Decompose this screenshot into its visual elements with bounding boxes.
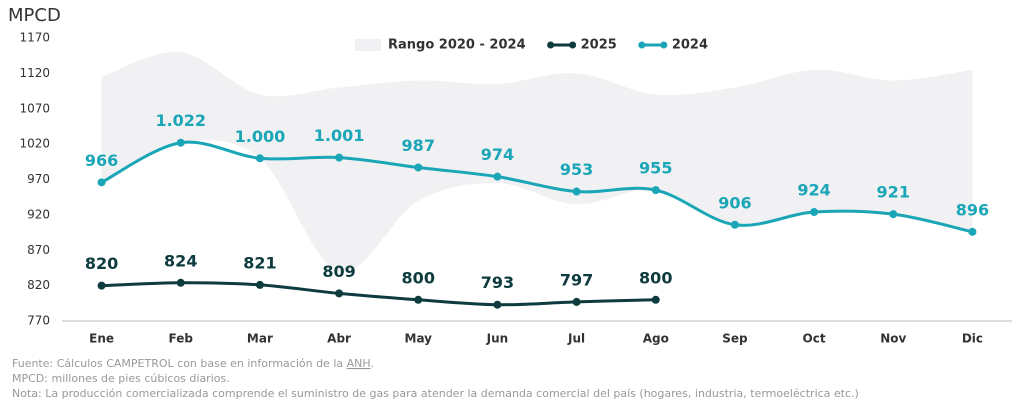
legend-label: 2024 <box>672 38 708 53</box>
point <box>414 295 423 304</box>
legend-swatch <box>569 41 577 49</box>
data-label: 809 <box>322 262 355 281</box>
data-label: 924 <box>797 181 830 200</box>
data-label: 821 <box>243 253 276 272</box>
legend-label: Rango 2020 - 2024 <box>388 38 526 53</box>
y-tick-label: 920 <box>27 207 50 221</box>
point <box>810 208 819 217</box>
y-tick-label: 970 <box>27 172 50 186</box>
data-label: 974 <box>481 145 514 164</box>
point <box>97 281 106 290</box>
series-line <box>100 140 973 234</box>
legend-swatch <box>660 41 668 49</box>
range-area <box>101 51 973 273</box>
point <box>730 220 739 229</box>
data-label: 793 <box>481 273 514 292</box>
x-tick-label: Mar <box>247 332 273 346</box>
data-label: 987 <box>402 136 435 155</box>
series-line <box>101 281 656 307</box>
data-label: 955 <box>639 159 672 178</box>
x-tick-label: Sep <box>722 332 748 346</box>
y-tick-label: 1020 <box>19 137 50 151</box>
point <box>572 187 581 196</box>
point <box>572 297 581 306</box>
x-tick-label: Ago <box>643 332 669 346</box>
x-tick-label: Oct <box>803 332 826 346</box>
x-tick-label: Jul <box>567 332 585 346</box>
point <box>335 153 344 162</box>
point <box>97 178 106 187</box>
point <box>255 280 264 289</box>
point <box>335 289 344 298</box>
y-tick-label: 1120 <box>19 66 50 80</box>
chart-title: MPCD <box>8 5 61 26</box>
y-tick-label: 820 <box>27 278 50 292</box>
x-tick-label: May <box>405 332 433 346</box>
point <box>493 300 502 309</box>
source: Fuente: Cálculos CAMPETROL con base en i… <box>12 357 347 370</box>
footnote: Fuente: Cálculos CAMPETROL con base en i… <box>12 357 374 370</box>
y-tick-label: 870 <box>27 243 50 257</box>
point <box>176 138 185 147</box>
point <box>493 172 502 181</box>
y-tick-label: 1070 <box>19 101 50 115</box>
data-label: 800 <box>402 268 435 287</box>
footnote: Nota: La producción comercializada compr… <box>12 387 859 400</box>
legend-swatch <box>638 41 646 49</box>
data-label: 1.001 <box>314 126 365 145</box>
legend-swatch <box>547 41 555 49</box>
data-label: 820 <box>85 254 118 273</box>
data-label: 1.022 <box>155 111 206 130</box>
point <box>414 163 423 172</box>
x-tick-label: Feb <box>169 332 194 346</box>
x-tick-label: Abr <box>327 332 351 346</box>
data-label: 1.000 <box>235 127 286 146</box>
data-label: 906 <box>718 193 751 212</box>
y-tick-label: 770 <box>27 314 50 328</box>
point <box>651 295 660 304</box>
data-label: 896 <box>956 200 989 219</box>
legend-swatch <box>355 39 381 51</box>
data-label: 800 <box>639 268 672 287</box>
source-link: ANH <box>347 357 371 370</box>
data-label: 953 <box>560 160 593 179</box>
data-label: 966 <box>85 151 118 170</box>
point <box>651 186 660 195</box>
data-label: 824 <box>164 251 197 270</box>
point <box>255 154 264 163</box>
point <box>176 278 185 287</box>
data-label: 921 <box>877 183 910 202</box>
x-tick-label: Ene <box>89 332 114 346</box>
footnote: MPCD: millones de pies cúbicos diarios. <box>12 372 230 385</box>
legend-label: 2025 <box>581 38 617 53</box>
point <box>889 210 898 219</box>
point <box>968 227 977 236</box>
x-tick-label: Dic <box>962 332 983 346</box>
x-tick-label: Nov <box>880 332 906 346</box>
y-tick-label: 1170 <box>19 31 50 45</box>
source-end: . <box>370 357 374 370</box>
x-tick-label: Jun <box>486 332 509 346</box>
data-label: 797 <box>560 270 593 289</box>
